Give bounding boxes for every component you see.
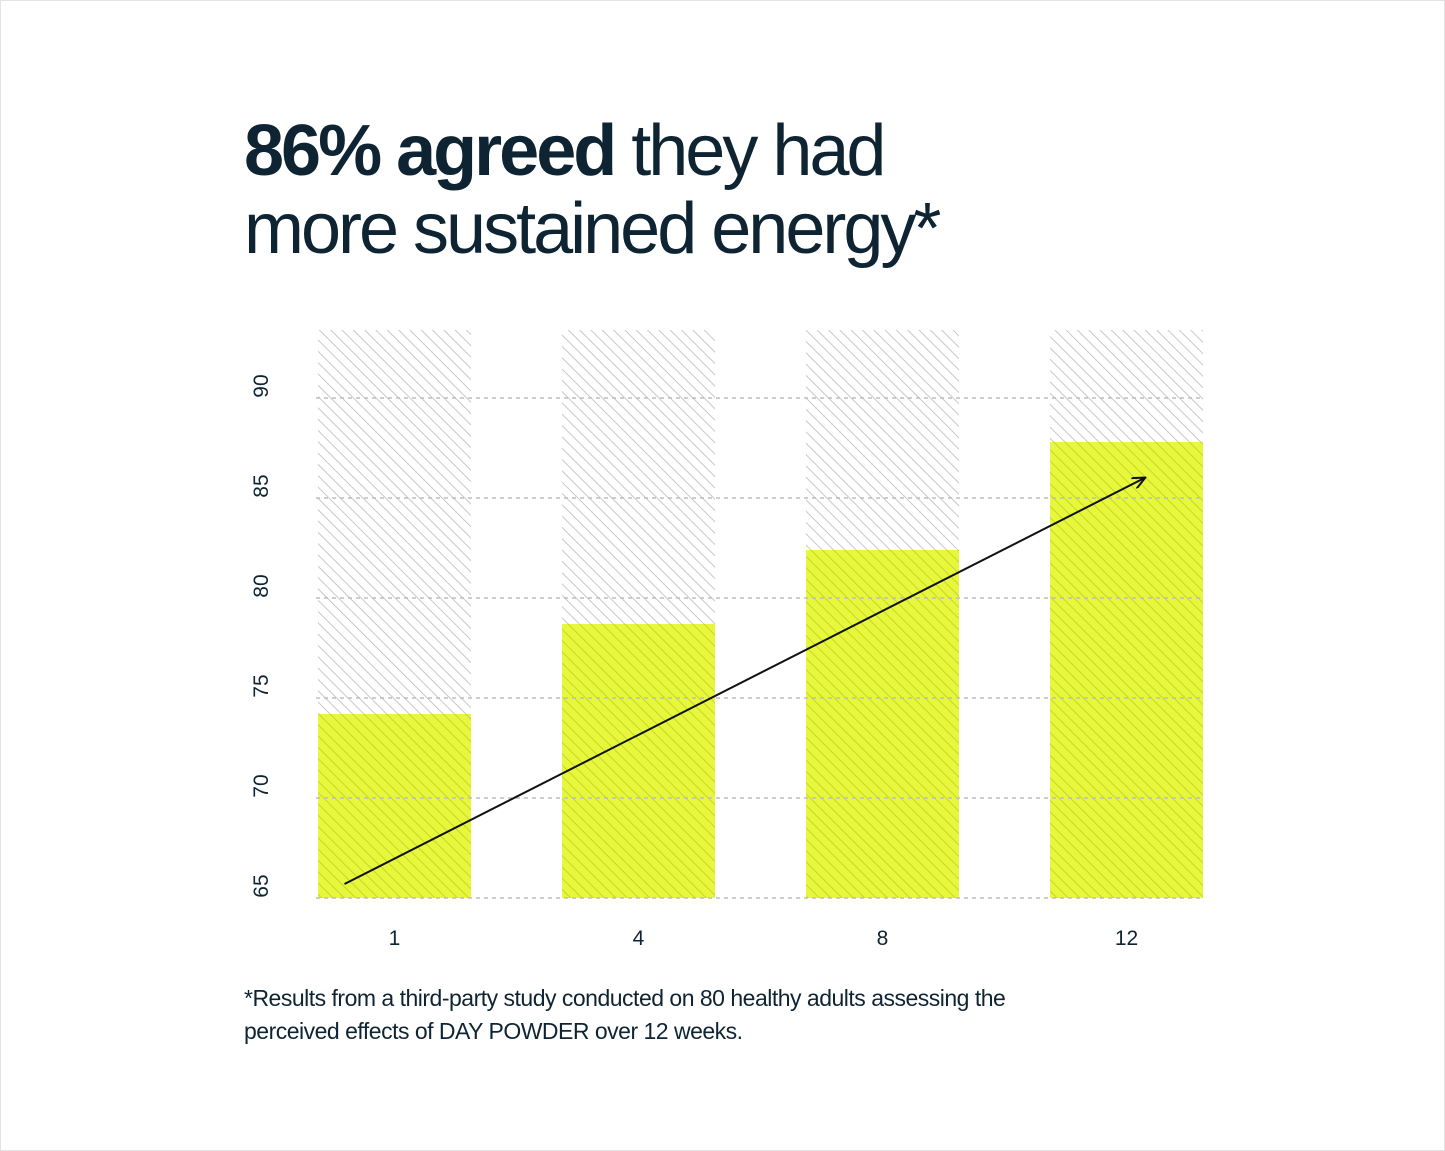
bar-8 <box>806 550 959 898</box>
y-tick-label: 80 <box>250 574 273 597</box>
bar-1 <box>318 714 471 898</box>
footnote: *Results from a third-party study conduc… <box>244 982 1164 1048</box>
headline-rest: they had <box>614 111 886 191</box>
x-tick-label: 4 <box>633 927 645 950</box>
headline: 86% agreed they had more sustained energ… <box>244 112 1244 268</box>
bar-12 <box>1050 442 1203 898</box>
y-tick-label: 70 <box>250 774 273 797</box>
footnote-line1: *Results from a third-party study conduc… <box>244 985 1006 1011</box>
x-tick-label: 1 <box>389 927 401 950</box>
y-tick-label: 90 <box>250 374 273 397</box>
footnote-line2: perceived effects of DAY POWDER over 12 … <box>244 1018 743 1044</box>
trend-arrow <box>344 478 1145 885</box>
x-tick-label: 12 <box>1115 927 1138 950</box>
y-tick-label: 75 <box>250 674 273 697</box>
headline-strong: 86% agreed <box>244 111 617 191</box>
headline-line2: more sustained energy* <box>244 189 941 269</box>
y-tick-label: 85 <box>250 474 273 497</box>
x-tick-label: 8 <box>877 927 889 950</box>
y-tick-label: 65 <box>250 874 273 897</box>
